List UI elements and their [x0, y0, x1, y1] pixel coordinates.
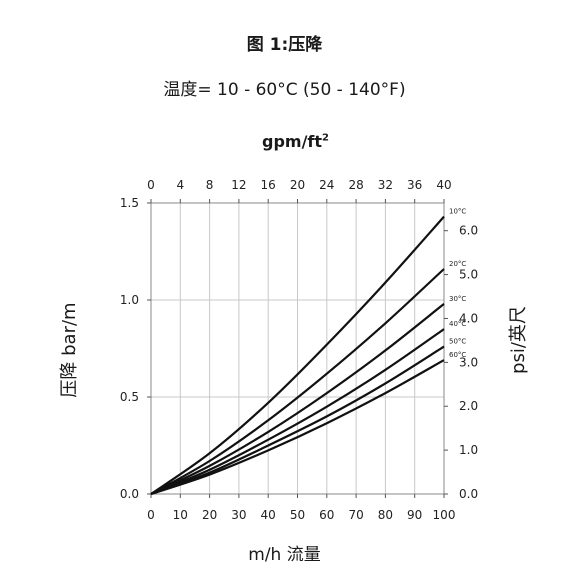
x-tick-label: 70 — [348, 508, 363, 522]
x-tick-label: 0 — [147, 508, 155, 522]
series-label: 50°C — [449, 338, 466, 346]
x2-tick-label: 32 — [378, 178, 393, 192]
x-tick-label: 10 — [173, 508, 188, 522]
y2-tick-label: 3.0 — [459, 355, 478, 369]
series-line — [150, 345, 445, 496]
x-tick-label: 90 — [407, 508, 422, 522]
series-line — [150, 303, 445, 495]
top-axis-label-superscript: 2 — [322, 132, 329, 144]
y-tick-label: 0.5 — [120, 390, 139, 404]
top-axis-label: gpm/ft2 — [262, 132, 329, 151]
x2-tick-label: 20 — [290, 178, 305, 192]
y2-tick-label: 4.0 — [459, 311, 478, 325]
series-label: 30°C — [449, 295, 466, 303]
y-tick-label: 0.0 — [120, 487, 139, 501]
x2-tick-label: 0 — [147, 178, 155, 192]
x2-tick-label: 24 — [319, 178, 334, 192]
x-tick-label: 80 — [378, 508, 393, 522]
x2-tick-label: 28 — [348, 178, 363, 192]
series-line — [150, 215, 445, 495]
x2-tick-label: 36 — [407, 178, 422, 192]
x-tick-label: 40 — [261, 508, 276, 522]
series-label: 10°C — [449, 208, 466, 216]
series-label: 20°C — [449, 260, 466, 268]
top-axis-label-text: gpm/ft — [262, 132, 323, 151]
series-line — [150, 328, 445, 496]
y2-tick-label: 2.0 — [459, 399, 478, 413]
y-tick-label: 1.0 — [120, 293, 139, 307]
x-tick-label: 30 — [231, 508, 246, 522]
series-label: 40°C — [449, 320, 466, 328]
y2-tick-label: 6.0 — [459, 224, 478, 238]
series-line — [150, 268, 445, 495]
x2-tick-label: 4 — [176, 178, 184, 192]
x-axis-label: m/h 流量 — [248, 545, 321, 565]
x-tick-label: 100 — [433, 508, 456, 522]
y2-tick-label: 1.0 — [459, 443, 478, 457]
x-tick-label: 20 — [202, 508, 217, 522]
figure-title: 图 1:压降 — [246, 35, 323, 55]
x2-tick-label: 8 — [206, 178, 214, 192]
x-tick-label: 50 — [290, 508, 305, 522]
y2-tick-label: 5.0 — [459, 268, 478, 282]
x2-tick-label: 16 — [261, 178, 276, 192]
figure-subtitle: 温度= 10 - 60°C (50 - 140°F) — [163, 80, 406, 100]
series-line — [150, 359, 445, 496]
x2-tick-label: 12 — [231, 178, 246, 192]
x2-tick-label: 40 — [436, 178, 451, 192]
y2-tick-label: 0.0 — [459, 487, 478, 501]
series-label: 60°C — [449, 351, 466, 359]
x-tick-label: 60 — [319, 508, 334, 522]
y-tick-label: 1.5 — [120, 196, 139, 210]
